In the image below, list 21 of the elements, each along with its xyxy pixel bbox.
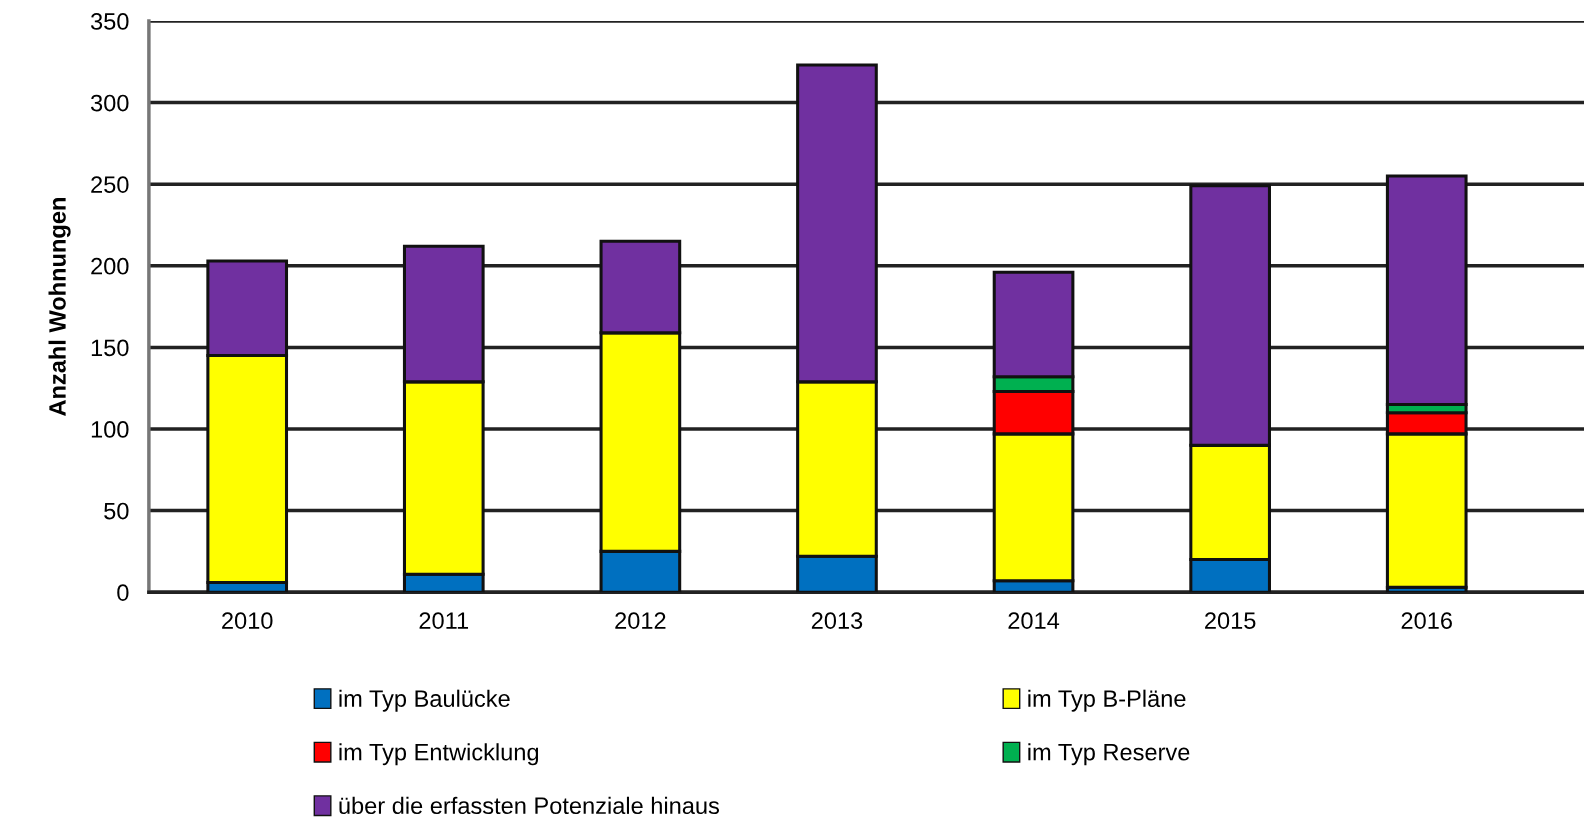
x-tick-label: 2014 — [1008, 612, 1060, 629]
y-tick-label: 150 — [91, 339, 129, 357]
y-tick-label: 100 — [91, 421, 129, 438]
legend-label: im Typ Entwicklung — [339, 743, 539, 766]
y-tick-label: 50 — [104, 502, 129, 520]
x-tick-label: 2013 — [811, 612, 863, 629]
y-tick-label: 250 — [91, 176, 129, 193]
legend-label: im Typ B-Pläne — [1028, 689, 1186, 712]
x-tick-label: 2011 — [419, 612, 469, 629]
legend-label: über die erfassten Potenziale hinaus — [339, 796, 720, 815]
y-tick-label: 200 — [91, 257, 129, 275]
y-tick-label: 350 — [90, 13, 129, 30]
x-tick-label: 2016 — [1401, 612, 1452, 629]
x-tick-label: 2015 — [1205, 612, 1256, 629]
legend-label: im Typ Reserve — [1028, 743, 1190, 766]
x-tick-label: 2012 — [615, 612, 666, 629]
y-tick-label: 300 — [90, 94, 129, 112]
y-axis-title: Anzahl Wohnungen — [48, 198, 71, 416]
y-tick-label: 0 — [117, 584, 129, 601]
x-tick-label: 2010 — [222, 612, 273, 629]
legend-label: im Typ Baulücke — [339, 689, 510, 712]
